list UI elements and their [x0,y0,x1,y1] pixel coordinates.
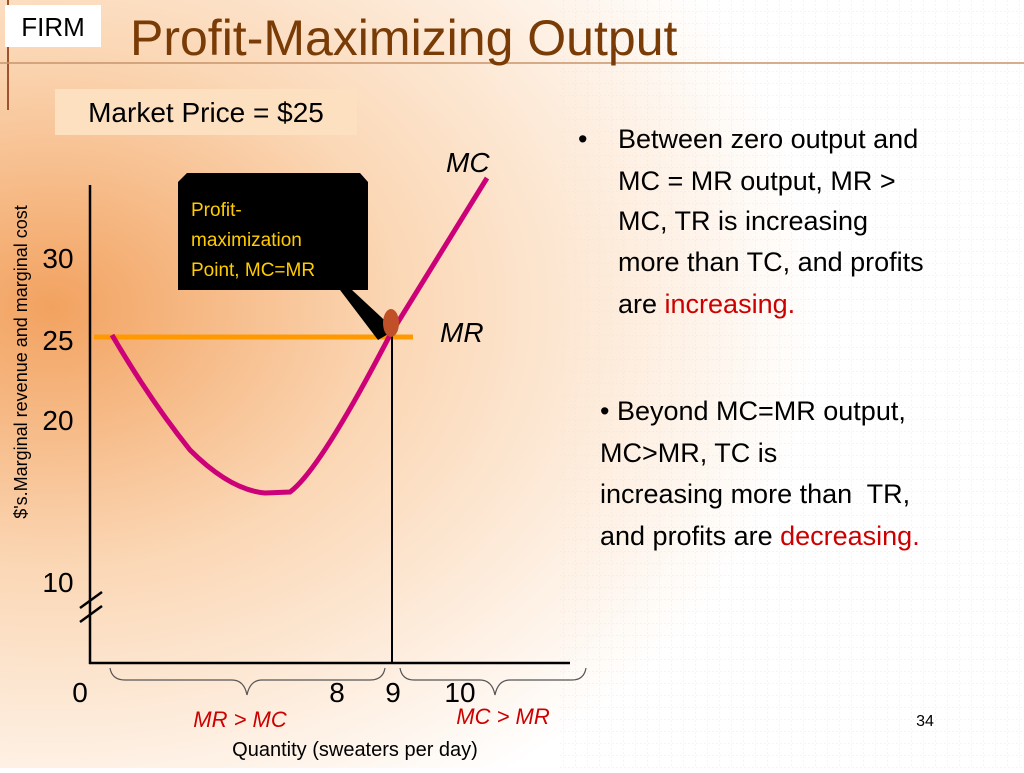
y-axis-title: $'s.Marginal revenue and marginal cost [11,205,31,519]
axis-break [79,590,103,624]
y-label: 10 [42,567,73,598]
bullet-line: MC = MR output, MR > [618,166,896,196]
bullet-line: • Beyond MC=MR output, [600,396,906,426]
bullet-line: Between zero output and [618,124,918,154]
x-label: 0 [72,677,88,708]
page-number: 34 [916,713,934,730]
y-label: 25 [42,325,73,356]
callout-box [178,173,395,340]
y-label: 30 [42,243,73,274]
mc-label: MC [446,147,490,178]
bullet-line: are increasing. [618,289,795,319]
brace [109,667,386,696]
region-label: MR > MC [193,707,287,732]
bullet-marker: • [578,124,587,154]
x-label: 8 [329,677,345,708]
x-label: 10 [444,677,475,708]
mc-curve [109,176,490,496]
firm-box [5,5,101,47]
grid-pattern [560,0,1024,768]
brace [399,667,587,696]
highlight: increasing. [665,289,796,319]
bullet-line: MC>MR, TC is [600,438,777,468]
callout-text: maximization [191,230,302,251]
firm-tag: FIRM [21,12,85,42]
y-label: 20 [42,405,73,436]
bullet-line: more than TC, and profits [618,247,924,277]
graph: $'s.Marginal revenue and marginal cost 3… [11,147,587,761]
bullet-line: increasing more than TR, [600,479,910,509]
price-box [55,89,357,135]
mr-label: MR [440,317,484,348]
bullet-text: and profits are [600,521,780,551]
highlight: decreasing. [780,521,920,551]
price-text: Market Price = $25 [88,97,324,128]
x-label: 9 [385,677,401,708]
x-axis-title: Quantity (sweaters per day) [232,739,478,761]
callout-text: Profit- [191,200,242,221]
bullet-line: and profits are decreasing. [600,521,920,551]
bullet-line: MC, TR is increasing [618,206,868,236]
max-point [383,309,399,337]
region-label: MC > MR [456,704,550,729]
bullet-text: are [618,289,665,319]
title: Profit-Maximizing Output [130,10,677,66]
bullets: • Between zero output and MC = MR output… [578,124,924,551]
callout-text: Point, MC=MR [191,260,315,281]
